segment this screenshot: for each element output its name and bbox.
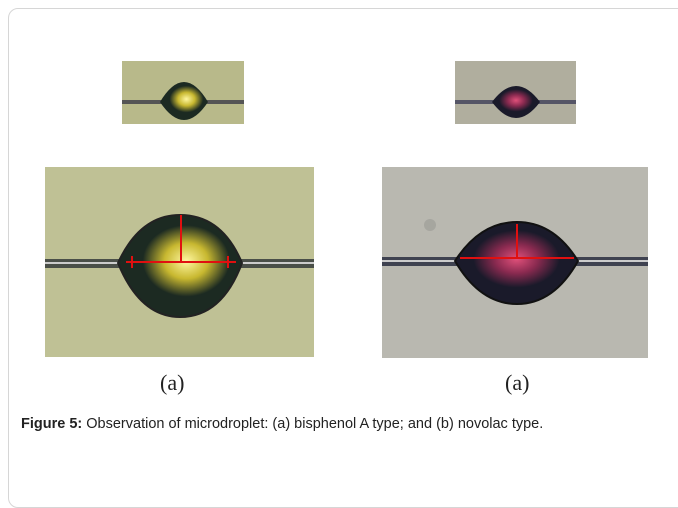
image-large-a <box>45 167 314 357</box>
caption-label: Figure 5: <box>21 416 82 432</box>
image-large-b <box>382 167 648 358</box>
caption: Figure 5: Observation of microdroplet: (… <box>21 415 661 434</box>
image-small-b <box>455 61 576 124</box>
panel-label: (a) <box>505 370 529 396</box>
page: (a) (a) Figure 5: Observation of microdr… <box>0 0 678 498</box>
image-small-a <box>122 61 244 124</box>
caption-text: Observation of microdroplet: (a) bisphen… <box>86 416 543 432</box>
panel-label: (a) <box>160 370 184 396</box>
